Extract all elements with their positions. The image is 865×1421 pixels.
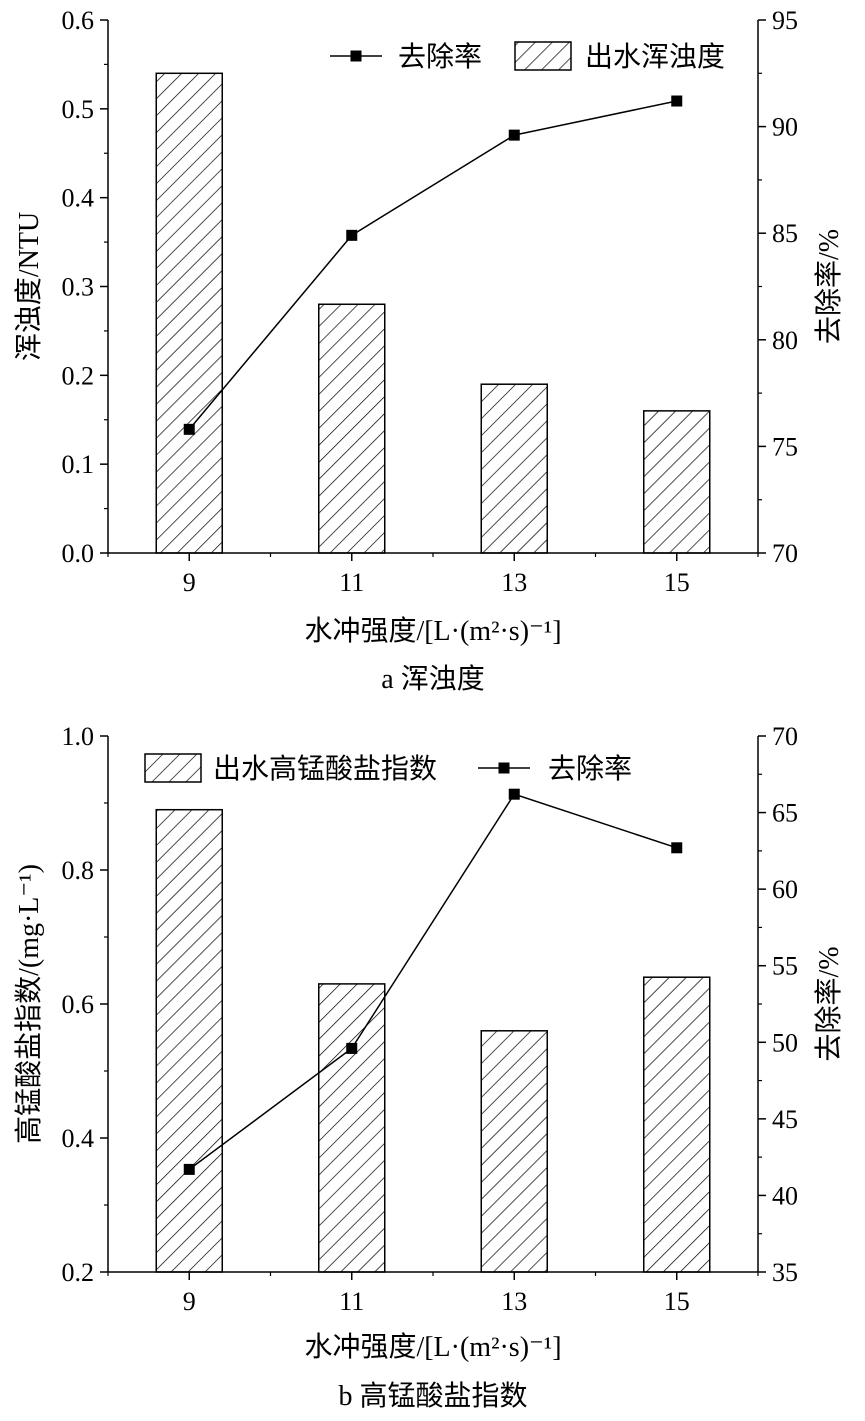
removal-rate-point — [183, 1163, 195, 1175]
x-axis-title: 水冲强度/[L·(m²·s)⁻¹] — [304, 1331, 561, 1363]
y2-tick-label: 80 — [772, 326, 798, 355]
x-tick-label: 11 — [339, 1287, 364, 1316]
permanganate-chart: 0.2 0.4 0.6 0.8 1.0 35 40 45 50 55 60 65 70 9 11 13 15 高锰… — [13, 722, 845, 1412]
x-tick-label: 15 — [664, 568, 690, 597]
bar — [155, 808, 223, 1273]
bar — [480, 383, 548, 554]
removal-rate-point — [346, 229, 358, 241]
y2-tick-label: 50 — [772, 1028, 798, 1057]
removal-rate-line — [188, 793, 677, 1170]
y2-tick-label: 85 — [772, 219, 798, 248]
removal-rate-point — [508, 788, 520, 800]
figure-caption: b 高锰酸盐指数 — [338, 1380, 527, 1412]
y-axis-title: 高锰酸盐指数/(mg·L⁻¹) — [13, 864, 45, 1144]
y-tick-label: 0.3 — [62, 273, 95, 302]
bar — [318, 983, 386, 1273]
y2-tick-label: 65 — [772, 799, 798, 828]
x-tick-label: 13 — [501, 568, 527, 597]
y2-tick-label: 70 — [772, 539, 798, 568]
x-tick-label: 9 — [183, 568, 196, 597]
y2-tick-label: 60 — [772, 875, 798, 904]
y2-tick-label: 45 — [772, 1105, 798, 1134]
legend-hatch-swatch — [144, 753, 202, 783]
legend-label-bars: 出水浑浊度 — [585, 41, 725, 73]
bar — [643, 976, 711, 1273]
removal-rate-line — [188, 100, 677, 430]
x-tick-label: 11 — [339, 568, 364, 597]
y-axis-title: 浑浊度/NTU — [13, 212, 45, 361]
x-axis-title: 水冲强度/[L·(m²·s)⁻¹] — [304, 615, 561, 647]
y-tick-label: 0.4 — [62, 1124, 95, 1153]
removal-rate-point — [671, 95, 683, 107]
y2-tick-label: 90 — [772, 113, 798, 142]
legend-square-marker — [498, 762, 510, 774]
y-tick-label: 0.0 — [62, 539, 95, 568]
legend: 去除率 出水高锰酸盐指数 — [144, 753, 632, 785]
y-tick-label: 1.0 — [62, 722, 95, 751]
bar — [643, 410, 711, 554]
y-tick-label: 0.8 — [62, 856, 95, 885]
removal-rate-point — [671, 842, 683, 854]
y2-tick-label: 75 — [772, 432, 798, 461]
turbidity-chart: 0.0 0.1 0.2 0.3 0.4 0.5 0.6 70 75 80 85 90 95 9 11 13 15… — [13, 6, 845, 695]
y2-tick-label: 95 — [772, 6, 798, 35]
y-tick-label: 0.6 — [62, 6, 95, 35]
removal-rate-point — [346, 1042, 358, 1054]
y-tick-label: 0.4 — [62, 184, 95, 213]
x-tick-label: 13 — [501, 1287, 527, 1316]
legend-hatch-swatch — [514, 41, 572, 71]
removal-rate-point — [183, 423, 195, 435]
x-tick-label: 15 — [664, 1287, 690, 1316]
x-tick-label: 9 — [183, 1287, 196, 1316]
y2-tick-label: 70 — [772, 722, 798, 751]
removal-rate-point — [508, 129, 520, 141]
legend-label-removal-rate: 去除率 — [398, 41, 482, 73]
y-tick-label: 0.5 — [62, 95, 95, 124]
legend-square-marker — [350, 50, 362, 62]
legend-label-removal-rate: 去除率 — [548, 753, 632, 785]
figure-caption: a 浑浊度 — [381, 663, 484, 695]
y-tick-label: 0.2 — [62, 361, 95, 390]
bar — [480, 1030, 548, 1273]
legend: 去除率 出水浑浊度 — [330, 41, 725, 73]
y-tick-label: 0.6 — [62, 990, 95, 1019]
legend-label-bars: 出水高锰酸盐指数 — [213, 753, 437, 785]
bar — [318, 303, 386, 554]
y2-tick-label: 35 — [772, 1258, 798, 1287]
y-tick-label: 0.1 — [62, 450, 95, 479]
y2-tick-label: 55 — [772, 952, 798, 981]
y2-tick-label: 40 — [772, 1181, 798, 1210]
y2-axis-title: 去除率/% — [813, 229, 845, 344]
y-tick-label: 0.2 — [62, 1258, 95, 1287]
y2-axis-title: 去除率/% — [813, 946, 845, 1061]
bar — [155, 72, 223, 554]
